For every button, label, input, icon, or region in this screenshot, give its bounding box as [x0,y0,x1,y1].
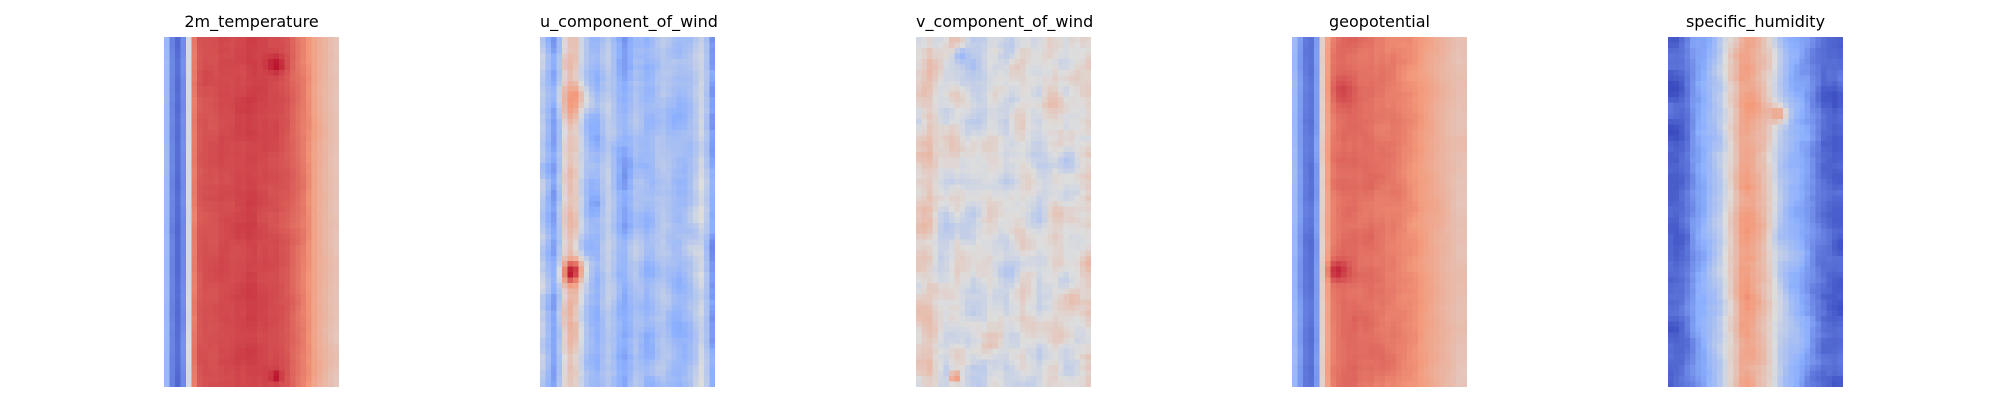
panel-2m-temperature: 2m_temperature [164,0,339,400]
panel-title-v-component-of-wind: v_component_of_wind [916,12,1094,31]
panel-u-component-of-wind: u_component_of_wind [540,0,718,400]
heatmap-geopotential [1292,37,1467,387]
heatmap-specific-humidity [1668,37,1843,387]
heatmap-u-component-of-wind [540,37,715,387]
panel-specific-humidity: specific_humidity [1668,0,1843,400]
heatmap-v-component-of-wind [916,37,1091,387]
panel-title-geopotential: geopotential [1329,12,1430,31]
heatmap-2m-temperature [164,37,339,387]
panel-geopotential: geopotential [1292,0,1467,400]
panel-v-component-of-wind: v_component_of_wind [916,0,1094,400]
panel-title-u-component-of-wind: u_component_of_wind [540,12,718,31]
panel-title-specific-humidity: specific_humidity [1685,12,1826,31]
panel-title-2m-temperature: 2m_temperature [184,12,319,31]
